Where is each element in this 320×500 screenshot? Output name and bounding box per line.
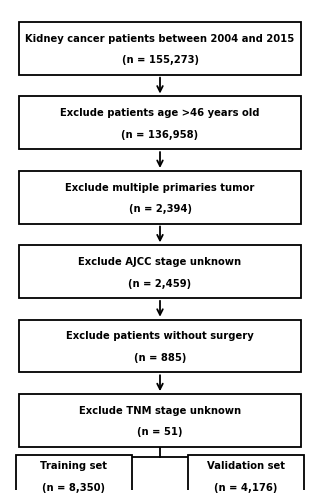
Text: Exclude multiple primaries tumor: Exclude multiple primaries tumor [65,182,255,192]
Text: (n = 51): (n = 51) [137,428,183,438]
Text: (n = 885): (n = 885) [134,353,186,363]
FancyBboxPatch shape [19,171,301,224]
Text: (n = 2,394): (n = 2,394) [129,204,191,214]
Text: (n = 2,459): (n = 2,459) [128,278,192,288]
Text: Exclude patients age >46 years old: Exclude patients age >46 years old [60,108,260,118]
Text: Exclude AJCC stage unknown: Exclude AJCC stage unknown [78,257,242,267]
Text: (n = 155,273): (n = 155,273) [122,56,198,66]
FancyBboxPatch shape [188,455,304,496]
Text: (n = 4,176): (n = 4,176) [214,482,278,492]
Text: Kidney cancer patients between 2004 and 2015: Kidney cancer patients between 2004 and … [25,34,295,44]
Text: (n = 136,958): (n = 136,958) [121,130,199,140]
FancyBboxPatch shape [19,320,301,372]
Text: Exclude TNM stage unknown: Exclude TNM stage unknown [79,406,241,416]
Text: Validation set: Validation set [207,461,285,471]
FancyBboxPatch shape [19,22,301,75]
Text: Training set: Training set [41,461,108,471]
FancyBboxPatch shape [16,455,132,496]
FancyBboxPatch shape [19,394,301,447]
FancyBboxPatch shape [19,245,301,298]
Text: Exclude patients without surgery: Exclude patients without surgery [66,332,254,342]
Text: (n = 8,350): (n = 8,350) [43,482,106,492]
FancyBboxPatch shape [19,96,301,149]
